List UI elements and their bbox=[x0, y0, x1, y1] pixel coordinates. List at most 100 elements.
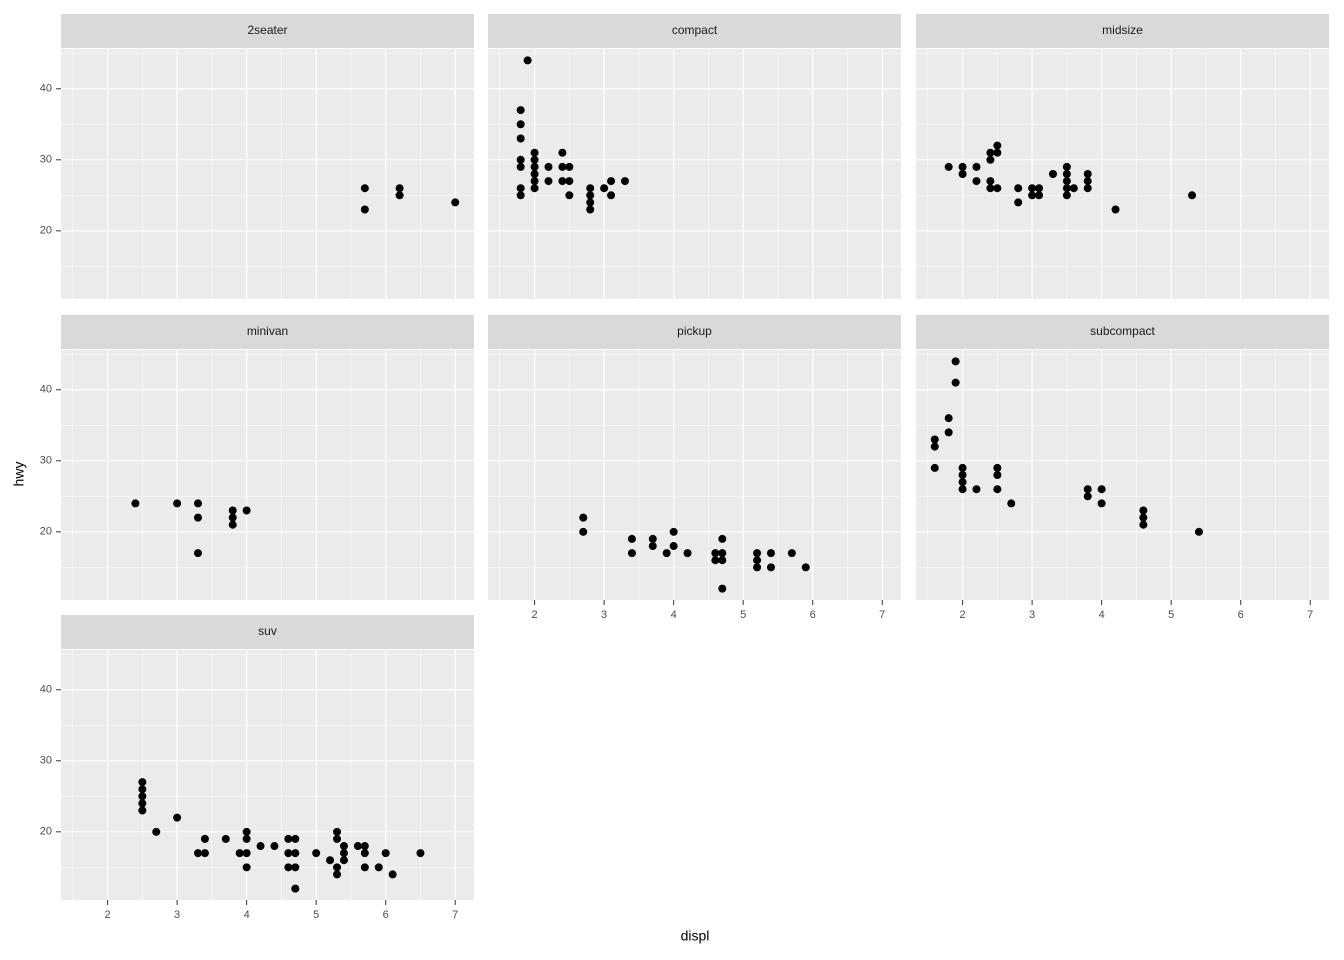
point bbox=[242, 506, 251, 515]
strip-label: 2seater bbox=[247, 23, 287, 37]
point bbox=[1062, 184, 1071, 193]
point bbox=[395, 184, 404, 193]
x-tick-label: 4 bbox=[671, 609, 677, 621]
point bbox=[242, 863, 251, 872]
point bbox=[718, 549, 727, 558]
point bbox=[544, 177, 553, 186]
point bbox=[627, 549, 636, 558]
point bbox=[291, 884, 300, 893]
point bbox=[516, 134, 525, 143]
point bbox=[586, 191, 595, 200]
point bbox=[993, 184, 1002, 193]
point bbox=[607, 191, 616, 200]
point bbox=[958, 162, 967, 171]
point bbox=[193, 849, 202, 858]
point bbox=[1139, 513, 1148, 522]
point bbox=[530, 177, 539, 186]
strip bbox=[61, 315, 474, 349]
point bbox=[993, 471, 1002, 479]
point bbox=[1062, 191, 1071, 200]
point bbox=[284, 834, 293, 843]
point bbox=[200, 849, 209, 858]
point bbox=[1194, 527, 1203, 536]
point bbox=[972, 162, 981, 171]
point bbox=[787, 549, 796, 558]
point bbox=[766, 563, 775, 572]
point bbox=[1083, 492, 1092, 501]
point bbox=[958, 471, 967, 479]
y-tick-label: 40 bbox=[40, 83, 52, 95]
point bbox=[138, 778, 147, 787]
point bbox=[972, 177, 981, 186]
point bbox=[530, 170, 539, 178]
point bbox=[718, 534, 727, 543]
point bbox=[353, 842, 362, 851]
point bbox=[993, 148, 1002, 157]
point bbox=[1062, 170, 1071, 178]
point bbox=[333, 834, 342, 843]
point bbox=[284, 863, 293, 872]
point bbox=[339, 842, 348, 851]
point bbox=[1069, 184, 1078, 193]
point bbox=[711, 549, 720, 558]
point bbox=[333, 863, 342, 872]
point bbox=[284, 849, 293, 858]
strip-label: pickup bbox=[677, 324, 712, 338]
point bbox=[1083, 177, 1092, 186]
point bbox=[958, 485, 967, 494]
point bbox=[753, 556, 762, 565]
point bbox=[291, 849, 300, 858]
strip bbox=[916, 14, 1329, 48]
point bbox=[530, 155, 539, 164]
point bbox=[565, 191, 574, 200]
y-tick-label: 20 bbox=[40, 826, 52, 838]
point bbox=[333, 870, 342, 879]
point bbox=[516, 106, 525, 115]
point bbox=[1111, 205, 1120, 214]
point bbox=[530, 184, 539, 193]
point bbox=[530, 162, 539, 171]
point bbox=[1007, 499, 1016, 508]
point bbox=[242, 849, 251, 858]
point bbox=[944, 428, 953, 437]
y-tick-label: 40 bbox=[40, 684, 52, 696]
point bbox=[753, 563, 762, 572]
panel bbox=[488, 350, 901, 600]
strip bbox=[488, 14, 901, 48]
point bbox=[930, 442, 939, 451]
point bbox=[944, 414, 953, 423]
point bbox=[516, 191, 525, 200]
point bbox=[138, 806, 147, 815]
x-tick-label: 5 bbox=[1168, 609, 1174, 621]
point bbox=[374, 863, 383, 872]
x-tick-label: 7 bbox=[452, 909, 458, 921]
point bbox=[291, 863, 300, 872]
point bbox=[395, 191, 404, 200]
x-tick-label: 4 bbox=[1099, 609, 1105, 621]
point bbox=[381, 849, 390, 858]
point bbox=[1028, 184, 1037, 193]
point bbox=[1048, 170, 1057, 178]
strip-label: subcompact bbox=[1090, 324, 1155, 338]
point bbox=[1083, 184, 1092, 193]
x-tick-label: 3 bbox=[1029, 609, 1035, 621]
point bbox=[138, 785, 147, 794]
point bbox=[662, 549, 671, 558]
point bbox=[683, 549, 692, 558]
x-tick-label: 2 bbox=[105, 909, 111, 921]
point bbox=[360, 842, 369, 851]
point bbox=[1097, 499, 1106, 508]
strip bbox=[488, 315, 901, 349]
point bbox=[1014, 184, 1023, 193]
point bbox=[200, 834, 209, 843]
point bbox=[1097, 485, 1106, 494]
point bbox=[228, 513, 237, 522]
point bbox=[579, 527, 588, 536]
strip bbox=[916, 315, 1329, 349]
point bbox=[242, 834, 251, 843]
point bbox=[152, 827, 161, 836]
x-tick-label: 3 bbox=[601, 609, 607, 621]
x-tick-label: 6 bbox=[383, 909, 389, 921]
